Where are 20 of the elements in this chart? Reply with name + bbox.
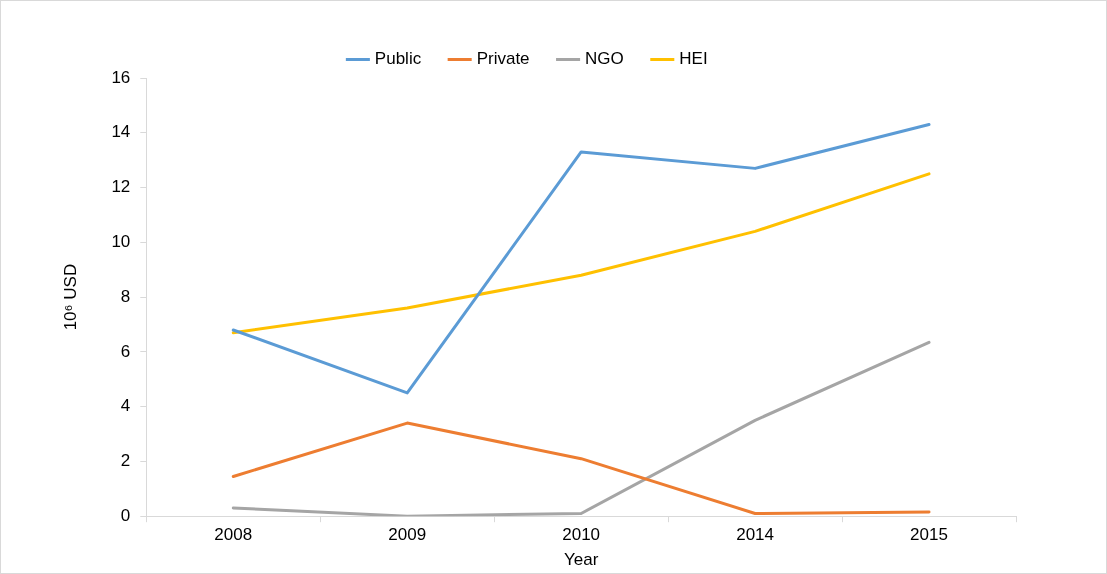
- x-axis-title: Year: [563, 550, 599, 570]
- y-tick-label: 10: [111, 232, 131, 252]
- legend-label: Private: [476, 49, 530, 69]
- legend-label: Public: [374, 49, 422, 69]
- y-tick-label: 12: [111, 177, 131, 197]
- y-tick-label: 14: [111, 122, 131, 142]
- y-tick-label: 4: [120, 396, 131, 416]
- y-tick-label: 16: [111, 67, 131, 87]
- y-axis-title: 10⁶ USD: [60, 263, 80, 331]
- legend-label: NGO: [585, 49, 624, 69]
- legend-label: HEI: [679, 49, 708, 69]
- x-tick-label: 2009: [388, 525, 427, 545]
- x-tick-label: 2015: [910, 525, 948, 545]
- y-tick-label: 6: [120, 341, 131, 361]
- y-tick-label: 2: [120, 451, 131, 471]
- y-tick-label: 8: [120, 286, 131, 306]
- x-tick-label: 2014: [736, 525, 775, 545]
- x-tick-label: 2010: [562, 525, 601, 545]
- x-tick-label: 2008: [214, 525, 253, 545]
- y-tick-label: 0: [120, 505, 131, 525]
